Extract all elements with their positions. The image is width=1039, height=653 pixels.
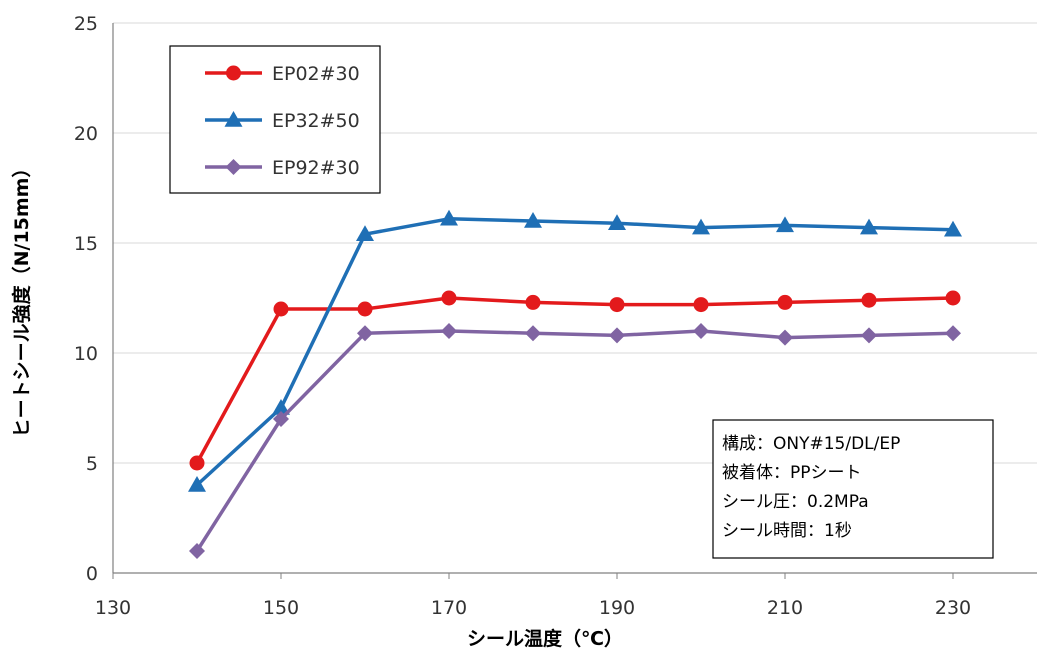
data-point-EP92#30-150 bbox=[273, 411, 289, 427]
data-series bbox=[188, 209, 962, 559]
y-tick-label: 15 bbox=[74, 233, 98, 255]
note-line: シール圧：0.2MPa bbox=[722, 492, 869, 512]
legend: EP02#30 EP32#50 EP92#30 bbox=[169, 45, 381, 194]
tick-labels: 0 5 10 15 20 25 130 150 170 190 210 230 bbox=[74, 13, 971, 619]
y-tick-label: 0 bbox=[86, 563, 98, 585]
data-point-EP92#30-200 bbox=[693, 323, 709, 339]
x-tick-label: 230 bbox=[935, 597, 971, 619]
y-tick-label: 25 bbox=[74, 13, 98, 35]
note-line: 構成：ONY#15/DL/EP bbox=[722, 434, 900, 454]
x-tick-label: 130 bbox=[95, 597, 131, 619]
data-point-EP32#50-230 bbox=[944, 220, 962, 237]
data-point-EP02#30-200 bbox=[693, 297, 709, 313]
legend-label: EP92#30 bbox=[272, 157, 360, 179]
data-point-EP92#30-230 bbox=[945, 325, 961, 342]
data-point-EP32#50-200 bbox=[692, 218, 710, 235]
data-point-EP92#30-190 bbox=[609, 327, 625, 344]
x-tick-label: 210 bbox=[767, 597, 803, 619]
data-point-EP02#30-180 bbox=[525, 294, 541, 310]
legend-item-EP92#30: EP92#30 bbox=[205, 157, 360, 179]
data-point-EP32#50-220 bbox=[860, 218, 878, 235]
data-point-EP02#30-230 bbox=[945, 290, 961, 306]
legend-marker bbox=[225, 159, 242, 175]
axes bbox=[112, 23, 1037, 579]
data-point-EP32#50-160 bbox=[356, 225, 374, 241]
data-point-EP02#30-220 bbox=[861, 292, 877, 308]
data-point-EP02#30-140 bbox=[189, 455, 205, 471]
data-point-EP92#30-180 bbox=[525, 325, 541, 342]
data-point-EP32#50-150 bbox=[272, 399, 290, 415]
data-point-EP02#30-160 bbox=[357, 301, 373, 317]
legend-item-EP32#50: EP32#50 bbox=[205, 110, 360, 132]
note-line: シール時間：1秒 bbox=[722, 521, 852, 541]
note-frame bbox=[712, 419, 994, 559]
data-point-EP02#30-210 bbox=[777, 294, 793, 310]
legend-marker bbox=[226, 65, 241, 81]
x-tick-label: 170 bbox=[431, 597, 467, 619]
data-point-EP02#30-170 bbox=[441, 290, 457, 306]
data-point-EP02#30-150 bbox=[273, 301, 289, 317]
y-tick-label: 20 bbox=[74, 123, 98, 145]
y-axis-title: ヒートシール強度（N/15mm） bbox=[10, 159, 33, 438]
data-point-EP02#30-190 bbox=[609, 297, 625, 313]
data-point-EP32#50-170 bbox=[440, 209, 458, 226]
data-point-EP92#30-170 bbox=[441, 323, 457, 339]
series-line-EP92#30 bbox=[195, 329, 954, 552]
y-tick-label: 5 bbox=[86, 453, 98, 475]
y-tick-label: 10 bbox=[74, 343, 98, 365]
x-tick-label: 150 bbox=[263, 597, 299, 619]
data-point-EP92#30-220 bbox=[861, 327, 877, 344]
data-point-EP32#50-180 bbox=[524, 212, 542, 228]
legend-marker bbox=[224, 111, 243, 127]
series-line-EP02#30 bbox=[195, 296, 954, 464]
note-line: 被着体：PPシート bbox=[722, 463, 862, 483]
legend-item-EP02#30: EP02#30 bbox=[205, 63, 360, 85]
data-point-EP32#50-140 bbox=[188, 476, 206, 492]
series-EP92#30 bbox=[189, 323, 961, 559]
data-point-EP32#50-190 bbox=[608, 214, 626, 230]
data-point-EP92#30-210 bbox=[777, 329, 793, 346]
legend-label: EP02#30 bbox=[272, 63, 360, 85]
series-EP32#50 bbox=[188, 209, 962, 492]
x-tick-label: 190 bbox=[599, 597, 635, 619]
legend-label: EP32#50 bbox=[272, 110, 360, 132]
series-line-EP32#50 bbox=[195, 217, 954, 487]
x-axis-title: シール温度（℃） bbox=[467, 627, 623, 650]
data-point-EP32#50-210 bbox=[776, 216, 794, 233]
series-EP02#30 bbox=[189, 290, 961, 471]
data-point-EP92#30-160 bbox=[357, 325, 373, 342]
data-point-EP92#30-140 bbox=[189, 543, 205, 559]
